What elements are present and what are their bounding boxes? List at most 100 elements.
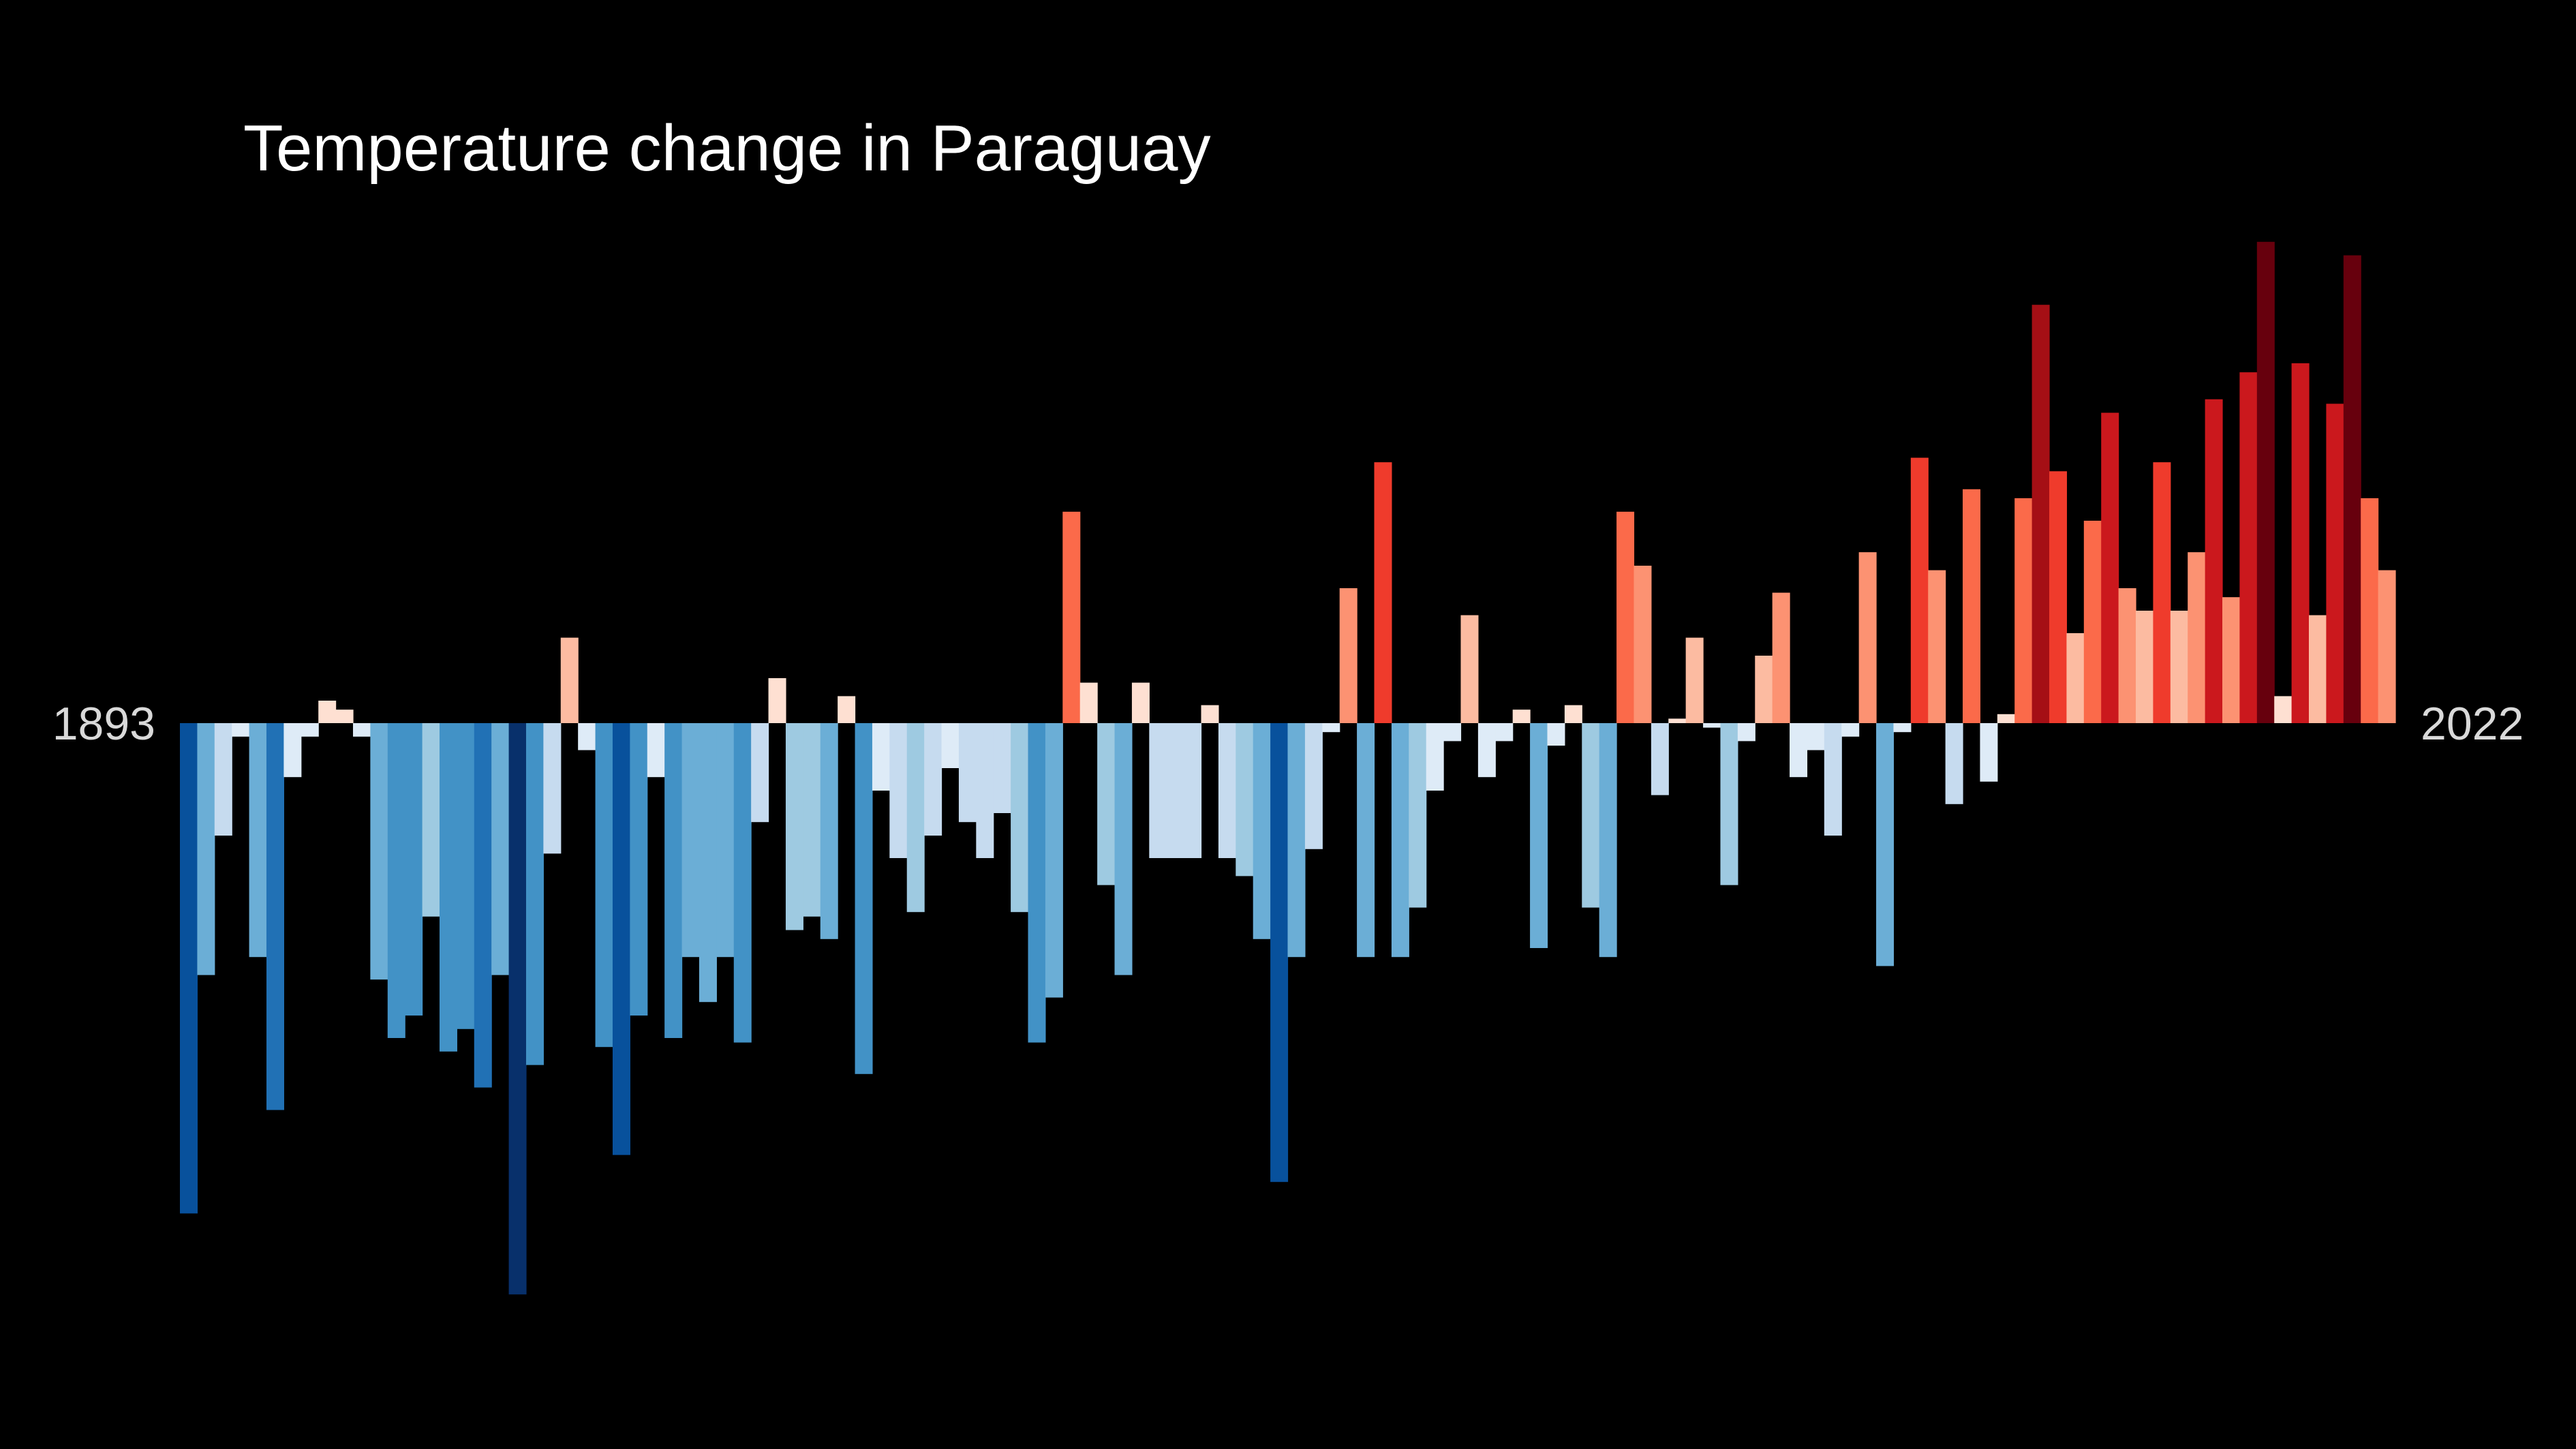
bar-1988 (1824, 723, 1842, 836)
bar-1955 (1253, 723, 1271, 939)
bar-1919 (630, 723, 648, 1016)
bar-1940 (993, 723, 1011, 813)
bar-1951 (1184, 723, 1202, 858)
end-year-label: 2022 (2421, 698, 2524, 750)
bar-2006 (2136, 611, 2154, 723)
bar-1898 (266, 723, 284, 1110)
bar-1905 (387, 723, 405, 1038)
bar-1914 (543, 723, 562, 854)
start-year-label: 1893 (52, 698, 155, 750)
bar-2016 (2309, 615, 2327, 723)
bar-1945 (1079, 682, 1098, 723)
bar-1924 (716, 723, 735, 958)
bar-1948 (1131, 682, 1150, 723)
bar-1969 (1495, 723, 1514, 742)
bar-1979 (1668, 718, 1687, 723)
bar-1946 (1097, 723, 1116, 885)
bar-1915 (560, 637, 579, 723)
bar-1994 (1928, 570, 1946, 723)
bar-1932 (855, 723, 873, 1074)
bar-1982 (1720, 723, 1738, 885)
bar-1909 (457, 723, 475, 1029)
bar-1934 (889, 723, 908, 858)
bar-1929 (803, 723, 821, 917)
bar-2008 (2170, 611, 2188, 723)
bar-1912 (508, 723, 527, 1295)
bar-1972 (1547, 723, 1565, 746)
bar-2011 (2222, 597, 2241, 723)
bar-1913 (525, 723, 544, 1065)
bar-1953 (1218, 723, 1236, 858)
bar-1899 (283, 723, 302, 778)
bar-1949 (1149, 723, 1167, 858)
bar-2005 (2118, 588, 2136, 723)
bar-1904 (370, 723, 388, 980)
bar-1958 (1304, 723, 1323, 849)
bar-2019 (2361, 498, 2379, 723)
bar-1983 (1737, 723, 1755, 742)
bar-1947 (1114, 723, 1133, 975)
bar-1978 (1651, 723, 1669, 795)
bar-1939 (976, 723, 994, 858)
bar-1973 (1564, 705, 1582, 723)
bar-1981 (1703, 723, 1721, 728)
bar-1910 (474, 723, 492, 1088)
bar-1964 (1409, 723, 1427, 908)
bar-1956 (1270, 723, 1289, 1183)
bar-1916 (578, 723, 596, 750)
bar-1921 (664, 723, 683, 1038)
bar-2004 (2101, 412, 2119, 723)
bar-1937 (941, 723, 960, 768)
bar-1911 (491, 723, 510, 975)
bar-1900 (301, 723, 319, 737)
bar-2003 (2083, 521, 2102, 723)
bar-1992 (1893, 723, 1912, 733)
bar-1907 (422, 723, 440, 917)
bar-1971 (1530, 723, 1548, 948)
bar-1925 (733, 723, 752, 1043)
bar-1957 (1287, 723, 1306, 958)
bar-1954 (1236, 723, 1254, 876)
bar-1927 (768, 678, 786, 723)
bar-1959 (1322, 723, 1340, 733)
bar-1995 (1945, 723, 1963, 804)
bar-1942 (1028, 723, 1046, 1043)
bar-1906 (405, 723, 423, 1016)
bar-1987 (1807, 723, 1825, 750)
bar-1962 (1374, 462, 1392, 723)
bar-1990 (1858, 552, 1877, 723)
bar-2009 (2188, 552, 2206, 723)
bar-1893 (180, 723, 198, 1214)
bar-2018 (2343, 255, 2361, 724)
bar-1923 (699, 723, 717, 1003)
bar-1975 (1599, 723, 1617, 958)
bar-1966 (1443, 723, 1462, 742)
bar-2014 (2274, 696, 2293, 723)
bar-1944 (1062, 511, 1081, 723)
bar-1918 (612, 723, 630, 1155)
bar-1922 (681, 723, 700, 958)
bar-1960 (1339, 588, 1358, 723)
bar-2010 (2205, 399, 2223, 723)
bar-1968 (1477, 723, 1496, 778)
bar-1908 (439, 723, 457, 1052)
bar-2013 (2256, 241, 2275, 723)
bar-1943 (1045, 723, 1063, 998)
bar-2001 (2049, 471, 2068, 723)
bar-1997 (1980, 723, 1998, 782)
bar-1895 (214, 723, 232, 836)
bar-1917 (595, 723, 613, 1048)
bar-1930 (820, 723, 838, 939)
bar-1926 (751, 723, 769, 823)
bar-1952 (1201, 705, 1219, 723)
bar-2007 (2153, 462, 2171, 723)
bar-1991 (1876, 723, 1895, 966)
bar-2015 (2291, 363, 2310, 723)
bar-1897 (249, 723, 267, 958)
bar-2020 (2378, 570, 2396, 723)
bar-1936 (924, 723, 942, 836)
bar-1976 (1616, 511, 1635, 723)
bar-1985 (1772, 592, 1790, 723)
bar-1974 (1582, 723, 1600, 908)
